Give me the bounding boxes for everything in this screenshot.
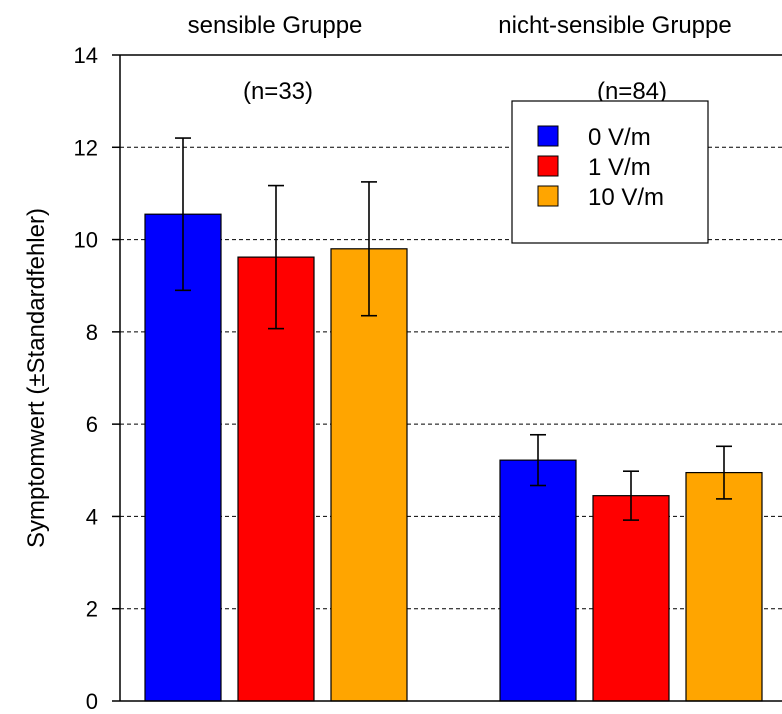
- gridlines: [120, 146, 782, 610]
- error-bars: [175, 137, 732, 521]
- y-axis-label: Symptomwert (±Standardfehler): [23, 208, 50, 548]
- y-tick-label: 12: [74, 135, 98, 160]
- legend: 0 V/m 1 V/m 10 V/m: [511, 100, 709, 244]
- y-tick-label: 2: [86, 597, 98, 622]
- y-ticks: 0 2 4 6 8 10 12 14: [74, 43, 120, 714]
- group-annotation: (n=33): [243, 78, 313, 105]
- bar: [144, 213, 222, 702]
- bar: [499, 459, 577, 702]
- group-label: sensible Gruppe: [188, 12, 363, 39]
- y-tick-label: 0: [86, 689, 98, 714]
- bar: [330, 248, 408, 702]
- y-tick-label: 10: [74, 228, 98, 253]
- legend-swatch: [537, 125, 559, 147]
- legend-label: 1 V/m: [588, 154, 651, 181]
- legend-label: 10 V/m: [588, 184, 664, 211]
- legend-label: 0 V/m: [588, 124, 651, 151]
- bar: [592, 495, 670, 702]
- y-tick-label: 8: [86, 320, 98, 345]
- bar: [685, 471, 763, 702]
- y-tick-label: 14: [74, 43, 98, 68]
- bars: [144, 213, 763, 702]
- legend-swatch: [537, 185, 559, 207]
- legend-swatch: [537, 155, 559, 177]
- group-label: nicht-sensible Gruppe: [498, 12, 731, 39]
- y-tick-label: 6: [86, 412, 98, 437]
- y-tick-label: 4: [86, 504, 98, 529]
- axes: [119, 54, 782, 702]
- group-labels: sensible Gruppe (n=33) nicht-sensible Grup…: [188, 12, 732, 105]
